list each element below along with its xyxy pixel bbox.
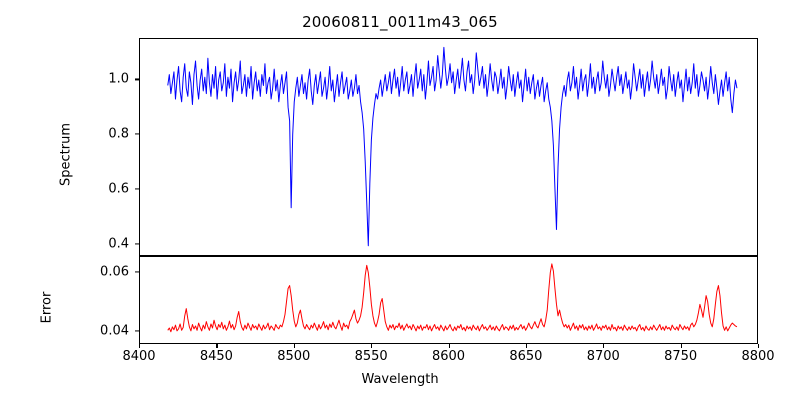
spectrum-ytick-mark — [135, 78, 139, 80]
x-tick-mark — [371, 344, 373, 348]
spectrum-ytick-mark — [135, 243, 139, 245]
error-ytick-label: 0.04 — [100, 323, 129, 339]
x-tick-mark — [448, 344, 450, 348]
x-tick-mark — [293, 344, 295, 348]
error-ytick-mark — [135, 330, 139, 332]
spectrum-plot-panel — [139, 38, 758, 256]
x-tick-mark — [139, 344, 141, 348]
x-tick-label: 8800 — [741, 349, 775, 364]
spectrum-ytick-mark — [135, 188, 139, 190]
x-tick-label: 8550 — [354, 349, 388, 364]
error-ytick-mark — [135, 271, 139, 273]
error-plot-panel — [139, 256, 758, 344]
spectrum-series — [140, 39, 757, 255]
x-tick-label: 8450 — [199, 349, 233, 364]
spectrum-ytick-label: 0.4 — [108, 236, 129, 252]
spectrum-ytick-mark — [135, 133, 139, 135]
x-tick-mark — [216, 344, 218, 348]
error-series — [140, 257, 757, 343]
spectrum-ytick-label: 0.6 — [108, 181, 129, 197]
x-tick-mark — [680, 344, 682, 348]
x-tick-label: 8700 — [586, 349, 620, 364]
x-tick-label: 8400 — [122, 349, 156, 364]
spectrum-ytick-label: 1.0 — [108, 71, 129, 87]
x-tick-mark — [603, 344, 605, 348]
x-tick-mark — [758, 344, 760, 348]
x-tick-label: 8600 — [431, 349, 466, 364]
spectrum-ytick-label: 0.8 — [108, 126, 129, 142]
error-y-axis-label: Error — [39, 291, 55, 324]
x-tick-mark — [525, 344, 528, 348]
x-axis-label: Wavelength — [361, 372, 439, 387]
x-tick-label: 8650 — [509, 349, 543, 364]
error-ytick-label: 0.06 — [100, 264, 129, 280]
x-tick-label: 8500 — [277, 349, 311, 364]
spectrum-y-axis-label: Spectrum — [58, 123, 74, 186]
figure-title: 20060811_0011m43_065 — [302, 13, 498, 31]
x-tick-label: 8750 — [664, 349, 698, 364]
